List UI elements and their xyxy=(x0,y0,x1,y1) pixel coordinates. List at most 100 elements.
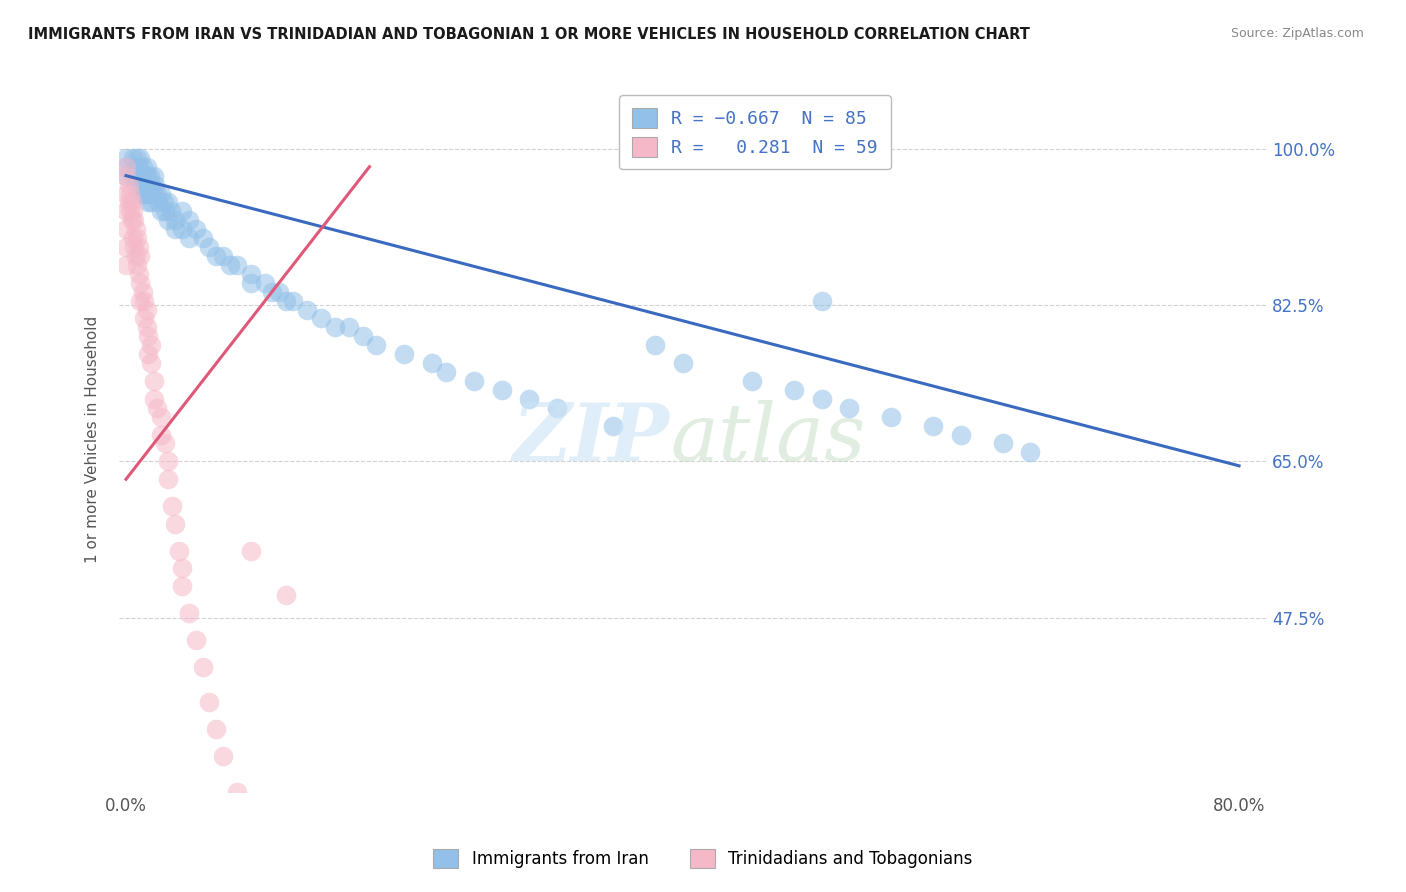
Point xyxy=(170,222,193,236)
Point xyxy=(198,695,221,709)
Legend: Immigrants from Iran, Trinidadians and Tobagonians: Immigrants from Iran, Trinidadians and T… xyxy=(426,843,980,875)
Point xyxy=(115,169,138,183)
Point xyxy=(160,499,183,513)
Point xyxy=(139,356,162,370)
Point xyxy=(546,401,568,415)
Point xyxy=(922,418,945,433)
Point xyxy=(254,838,277,853)
Point xyxy=(184,632,207,647)
Y-axis label: 1 or more Vehicles in Household: 1 or more Vehicles in Household xyxy=(86,316,100,563)
Point xyxy=(125,249,148,263)
Point xyxy=(138,186,160,201)
Point xyxy=(420,356,443,370)
Point xyxy=(205,249,228,263)
Point xyxy=(129,151,152,165)
Point xyxy=(124,240,146,254)
Point xyxy=(1019,445,1042,459)
Point xyxy=(129,276,152,290)
Point xyxy=(139,178,162,192)
Point xyxy=(352,329,374,343)
Point xyxy=(136,178,159,192)
Point xyxy=(132,293,155,308)
Point xyxy=(115,258,138,272)
Point xyxy=(142,392,165,406)
Point xyxy=(131,160,153,174)
Point xyxy=(156,195,179,210)
Point xyxy=(838,401,860,415)
Point xyxy=(167,543,190,558)
Point xyxy=(115,186,138,201)
Point xyxy=(152,195,174,210)
Point xyxy=(120,204,142,219)
Point xyxy=(136,195,159,210)
Point xyxy=(163,516,186,531)
Point xyxy=(122,151,145,165)
Text: Source: ZipAtlas.com: Source: ZipAtlas.com xyxy=(1230,27,1364,40)
Point xyxy=(783,383,806,397)
Point xyxy=(129,293,152,308)
Point xyxy=(274,588,297,602)
Point xyxy=(295,302,318,317)
Point xyxy=(274,293,297,308)
Point xyxy=(124,213,146,227)
Point xyxy=(115,204,138,219)
Point xyxy=(135,169,157,183)
Point xyxy=(240,267,263,281)
Point xyxy=(219,258,242,272)
Point xyxy=(198,240,221,254)
Point xyxy=(262,285,284,299)
Point xyxy=(122,169,145,183)
Point xyxy=(145,401,167,415)
Point xyxy=(741,374,763,388)
Point xyxy=(240,543,263,558)
Point xyxy=(128,160,150,174)
Point xyxy=(281,293,304,308)
Point xyxy=(115,222,138,236)
Point xyxy=(156,454,179,468)
Point xyxy=(240,276,263,290)
Point xyxy=(118,178,141,192)
Point xyxy=(309,311,332,326)
Point xyxy=(205,722,228,736)
Point xyxy=(122,204,145,219)
Point xyxy=(127,258,149,272)
Point xyxy=(115,240,138,254)
Point xyxy=(163,213,186,227)
Point xyxy=(115,160,138,174)
Point xyxy=(463,374,485,388)
Point xyxy=(337,320,360,334)
Point xyxy=(135,320,157,334)
Point xyxy=(132,169,155,183)
Point xyxy=(880,409,903,424)
Point xyxy=(170,561,193,575)
Point xyxy=(671,356,693,370)
Point xyxy=(159,204,181,219)
Point xyxy=(394,347,416,361)
Point xyxy=(129,169,152,183)
Point xyxy=(226,258,249,272)
Point xyxy=(212,249,235,263)
Point xyxy=(434,365,457,379)
Point xyxy=(122,231,145,245)
Legend: R = −0.667  N = 85, R =   0.281  N = 59: R = −0.667 N = 85, R = 0.281 N = 59 xyxy=(619,95,890,169)
Point xyxy=(177,606,200,620)
Point xyxy=(125,222,148,236)
Point xyxy=(118,195,141,210)
Point xyxy=(149,186,172,201)
Point xyxy=(149,204,172,219)
Point xyxy=(129,178,152,192)
Point xyxy=(295,856,318,871)
Point xyxy=(125,178,148,192)
Point xyxy=(156,472,179,486)
Text: IMMIGRANTS FROM IRAN VS TRINIDADIAN AND TOBAGONIAN 1 OR MORE VEHICLES IN HOUSEHO: IMMIGRANTS FROM IRAN VS TRINIDADIAN AND … xyxy=(28,27,1031,42)
Point xyxy=(810,293,832,308)
Point xyxy=(949,427,972,442)
Point xyxy=(131,285,153,299)
Point xyxy=(120,186,142,201)
Point xyxy=(142,169,165,183)
Text: atlas: atlas xyxy=(671,401,865,478)
Point xyxy=(115,160,138,174)
Point xyxy=(142,186,165,201)
Point xyxy=(128,267,150,281)
Point xyxy=(115,169,138,183)
